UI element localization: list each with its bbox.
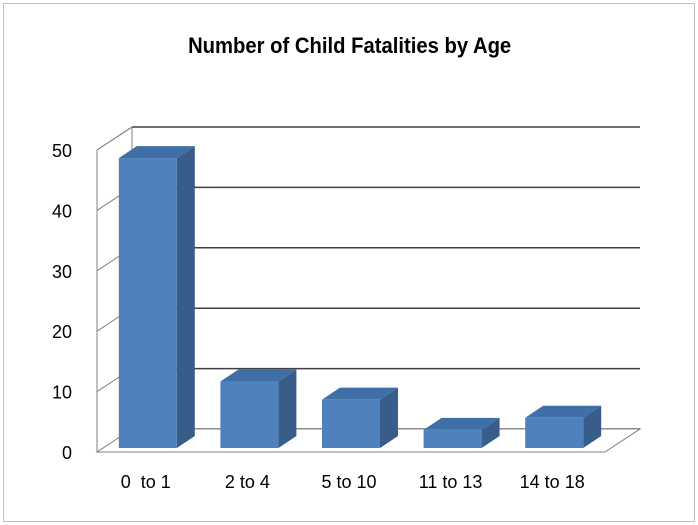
- bar-side: [481, 417, 500, 448]
- bar: [220, 369, 297, 448]
- bar: [118, 146, 195, 448]
- bar-side: [583, 405, 602, 448]
- bar-front: [525, 417, 584, 448]
- y-axis: 0 10 20 30 40 50: [52, 141, 72, 463]
- bar-top: [118, 146, 195, 159]
- bar-top: [220, 369, 297, 382]
- x-axis: 0 to 1 2 to 4 5 to 10 11 to 13 14 to 18: [121, 472, 585, 492]
- bar: [423, 417, 500, 448]
- bar-side: [278, 369, 297, 448]
- bar-front: [423, 429, 482, 448]
- y-tick-label: 0: [62, 443, 72, 463]
- x-tick-label: 0 to 1: [121, 472, 171, 492]
- bar: [322, 387, 398, 448]
- bar-front: [118, 158, 177, 448]
- bar-top: [525, 405, 602, 418]
- bar-front: [322, 399, 380, 448]
- y-tick-label: 50: [52, 141, 72, 161]
- x-tick-label: 11 to 13: [419, 472, 483, 492]
- gridline-side: [96, 126, 133, 151]
- y-tick-label: 20: [52, 322, 72, 342]
- x-tick-label: 5 to 10: [321, 472, 376, 492]
- x-tick-label: 14 to 18: [520, 472, 585, 492]
- bar-side: [380, 387, 398, 448]
- bar-top: [423, 417, 500, 430]
- y-tick-label: 30: [52, 262, 72, 282]
- y-tick-label: 40: [52, 201, 72, 221]
- bar-side: [176, 146, 195, 448]
- bar: [525, 405, 602, 448]
- chart-title: Number of Child Fatalities by Age: [188, 33, 512, 58]
- y-tick-label: 10: [52, 383, 72, 403]
- bars: [118, 146, 602, 448]
- bar-front: [220, 381, 279, 448]
- x-tick-label: 2 to 4: [225, 472, 270, 492]
- bar-top: [322, 387, 398, 400]
